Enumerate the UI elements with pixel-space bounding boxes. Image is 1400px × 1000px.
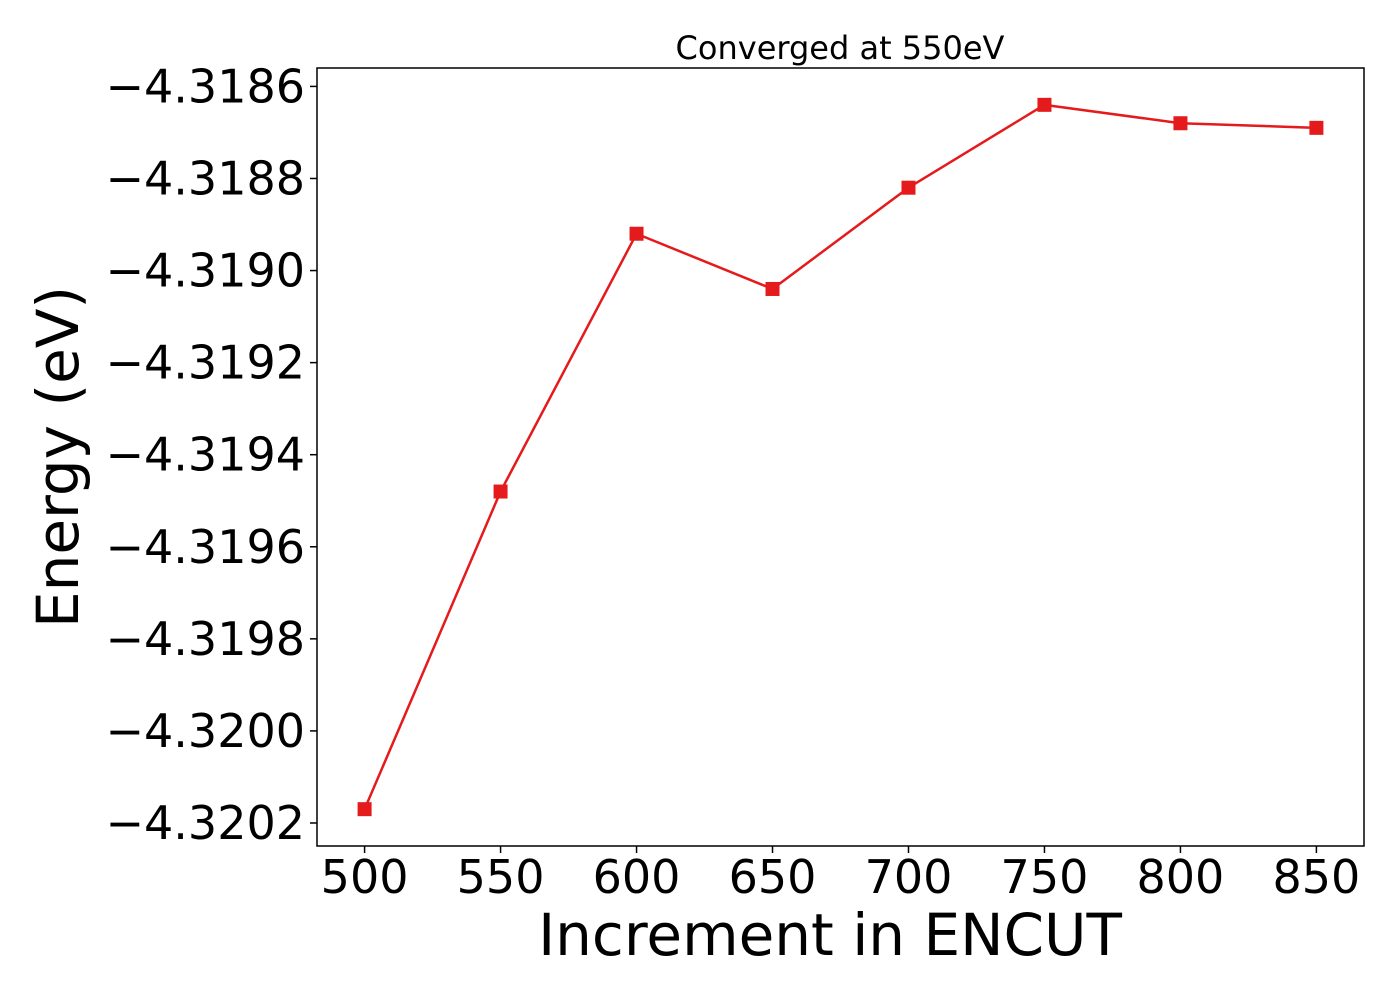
x-tick-label: 550 [457,850,545,904]
data-point-marker [1173,116,1188,131]
y-axis: −4.3186 −4.3188 −4.3190 −4.3192 −4.3194 −4.31… [106,59,317,850]
x-tick-label: 800 [1137,850,1225,904]
data-point-marker [901,180,916,195]
x-tick-label: 500 [321,850,409,904]
data-point-marker [629,226,644,241]
data-point-marker [493,484,508,499]
series-layer [357,97,1324,817]
y-tick-label: −4.3202 [106,796,306,850]
y-tick-label: −4.3192 [106,336,306,390]
series-line [363,103,1317,810]
data-point-marker [765,281,780,296]
y-tick-label: −4.3194 [106,428,306,482]
y-tick-label: −4.3200 [106,704,306,758]
x-tick-label: 700 [865,850,953,904]
y-tick-label: −4.3198 [106,612,306,666]
plot-area-border [316,67,1365,847]
data-point-marker [1309,120,1324,135]
y-axis-title: Energy (eV) [24,286,92,628]
y-tick-label: −4.3188 [106,151,306,205]
x-tick-label: 850 [1273,850,1361,904]
x-tick-label: 600 [593,850,681,904]
chart-title: Converged at 550eV [676,29,1005,67]
y-tick-label: −4.3196 [106,520,306,574]
data-point-marker [357,802,372,817]
x-axis: 500 550 600 650 700 750 800 850 [321,846,1361,904]
y-tick-label: −4.3190 [106,244,306,298]
x-tick-label: 750 [1001,850,1089,904]
y-tick-label: −4.3186 [106,59,306,113]
data-point-marker [1037,97,1052,112]
x-axis-title: Increment in ENCUT [538,901,1122,969]
x-tick-label: 650 [729,850,817,904]
plot-frame [316,67,1365,847]
